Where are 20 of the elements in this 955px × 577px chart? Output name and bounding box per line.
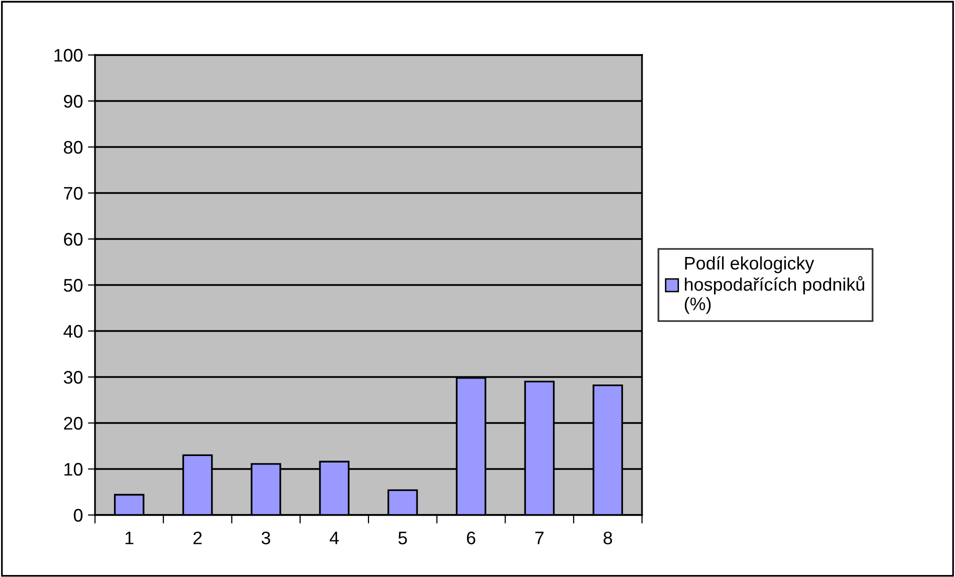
x-tick-label: 5 (398, 532, 407, 544)
y-tick-label: 20 (64, 416, 82, 430)
y-tick-label: 60 (64, 232, 82, 246)
x-tick-label: 7 (535, 532, 544, 544)
x-tick-label: 2 (193, 532, 202, 544)
y-tick-label: 80 (64, 140, 82, 154)
x-tick-label: 4 (330, 532, 339, 544)
y-tick-label: 0 (74, 508, 82, 522)
x-tick-label: 8 (604, 532, 612, 544)
legend-label: Podíl ekologicky hospodařících podniků (%) (684, 256, 864, 314)
y-tick-label: 10 (64, 462, 82, 476)
y-tick-label: 50 (64, 278, 82, 292)
y-tick-label: 90 (64, 94, 82, 108)
y-tick-label: 70 (64, 186, 82, 200)
y-tick-label: 100 (54, 48, 82, 62)
x-tick-label: 3 (262, 532, 270, 544)
y-tick-label: 30 (64, 370, 82, 384)
x-tick-label: 6 (466, 532, 476, 544)
y-tick-label: 40 (64, 324, 82, 338)
x-tick-label: 1 (126, 532, 134, 544)
